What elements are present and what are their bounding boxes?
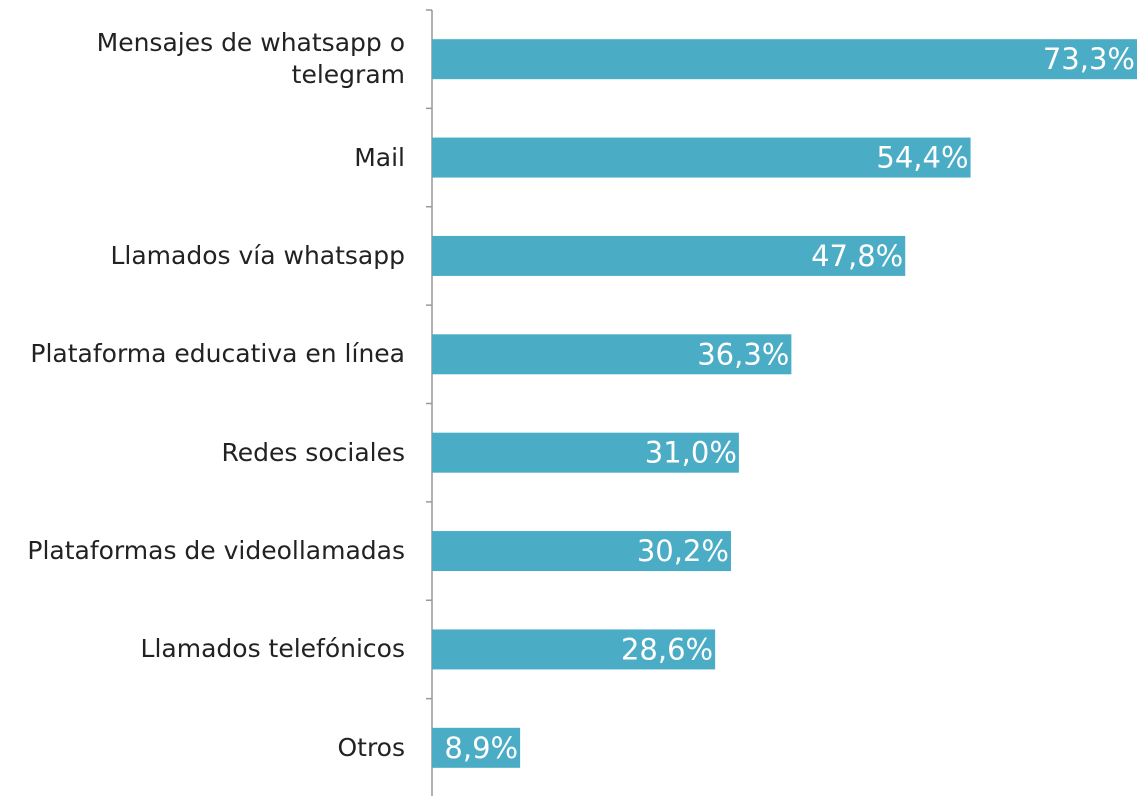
value-label: 47,8% <box>811 239 903 273</box>
bar <box>432 39 1137 80</box>
value-label: 28,6% <box>621 632 713 666</box>
bar <box>432 727 521 768</box>
bar <box>432 235 906 276</box>
bar <box>432 432 739 473</box>
bar <box>432 137 971 178</box>
category-label: Mail <box>354 142 405 172</box>
value-label: 31,0% <box>645 436 737 470</box>
value-label: 8,9% <box>444 731 518 765</box>
value-label: 73,3% <box>1043 42 1135 76</box>
category-label: Mensajes de whatsapp o telegram <box>96 28 405 90</box>
bar <box>432 629 716 670</box>
category-label: Llamados telefónicos <box>140 634 405 664</box>
bar <box>432 334 792 375</box>
bar <box>432 531 731 572</box>
category-label: Plataformas de videollamadas <box>27 536 405 566</box>
category-label: Plataforma educativa en línea <box>30 339 405 369</box>
category-label: Redes sociales <box>221 437 405 467</box>
category-label: Llamados vía whatsapp <box>110 240 405 270</box>
value-label: 36,3% <box>697 337 789 371</box>
category-label: Otros <box>337 732 405 762</box>
value-label: 30,2% <box>637 534 729 568</box>
value-label: 54,4% <box>876 141 968 175</box>
